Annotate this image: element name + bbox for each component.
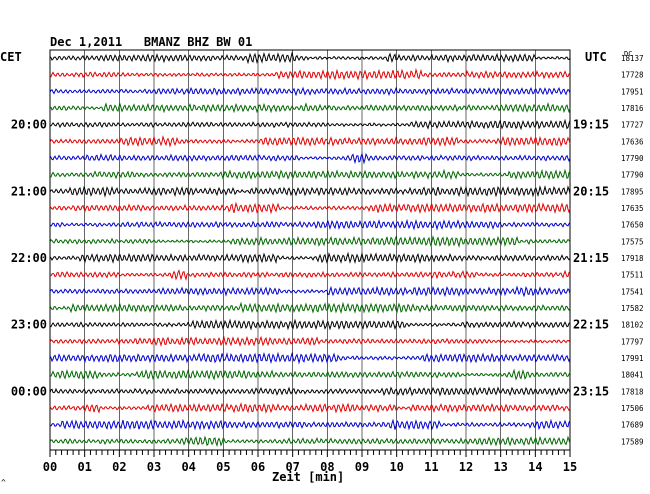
x-tick-label: 04 [181,460,195,474]
x-tick-label: 10 [389,460,403,474]
right-time-label: 19:15 [573,118,609,132]
x-tick-label: 15 [563,460,577,474]
x-tick-label: 12 [459,460,473,474]
dc-value-label: 17727 [621,121,644,130]
seismic-trace [50,269,571,282]
seismic-trace [49,318,571,331]
seismic-trace [49,386,571,397]
right-time-label: 23:15 [573,384,609,398]
left-time-label: 22:00 [11,251,47,265]
seismic-trace [49,335,571,348]
seismic-trace [49,301,571,315]
dc-value-label: 17816 [621,104,644,113]
dc-value-label: 17818 [621,387,644,396]
dc-value-label: 17790 [621,171,644,180]
chart-title: Dec 1,2011 BMANZ BHZ BW 01 [50,35,253,49]
right-time-label: 22:15 [573,318,609,332]
seismic-trace [49,368,571,381]
seismic-trace [49,152,571,165]
seismic-trace [49,418,571,431]
dc-value-label: 18137 [621,54,644,63]
dc-value-label: 18041 [621,371,644,380]
dc-value-label: 17511 [621,271,644,280]
x-tick-label: 09 [355,460,369,474]
dc-value-label: 17895 [621,187,644,196]
x-tick-label: 02 [112,460,126,474]
seismic-trace [49,251,571,265]
left-time-label: 20:00 [11,118,47,132]
right-timezone-label: UTC [585,50,607,64]
x-tick-label: 00 [43,460,57,474]
dc-value-label: 17506 [621,404,644,413]
seismic-trace [49,234,571,249]
seismic-trace [49,168,571,181]
dc-value-label: 17951 [621,87,644,96]
seismic-trace [49,402,571,414]
seismic-trace [49,118,571,131]
seismic-trace [49,102,571,114]
plot-frame [49,49,571,451]
dc-column-label: DC [624,50,633,58]
seismic-trace [49,218,571,231]
seismic-trace [49,285,571,298]
dc-value-label: 17797 [621,337,644,346]
left-time-label: 21:00 [11,184,47,198]
x-tick-label: 08 [320,460,334,474]
seismic-trace [49,51,571,65]
dc-value-label: 17918 [621,254,644,263]
corner-mark: ^ [1,478,6,487]
x-axis-label: Zeit [min] [272,470,345,484]
seismic-trace [49,351,571,365]
x-tick-label: 05 [216,460,230,474]
dc-value-label: 17991 [621,354,644,363]
seismic-trace [49,201,571,215]
dc-value-label: 17728 [621,71,644,80]
x-tick-label: 01 [77,460,91,474]
x-tick-label: 07 [285,460,299,474]
x-tick-label: 03 [147,460,161,474]
right-time-label: 20:15 [573,184,609,198]
dc-value-label: 17650 [621,221,644,230]
left-time-label: 00:00 [11,384,47,398]
seismic-trace [49,86,571,97]
left-timezone-label: CET [0,50,22,64]
dc-value-label: 17636 [621,137,644,146]
dc-value-label: 18102 [621,321,644,330]
x-tick-label: 06 [251,460,265,474]
dc-value-label: 17589 [621,437,644,446]
dc-value-label: 17635 [621,204,644,213]
seismic-trace [49,435,571,448]
dc-value-label: 17541 [621,287,644,296]
left-time-label: 23:00 [11,318,47,332]
dc-value-label: 17689 [621,421,644,430]
x-tick-label: 14 [528,460,542,474]
x-tick-label: 13 [493,460,507,474]
seismic-trace [49,184,571,198]
dc-value-label: 17575 [621,237,644,246]
dc-value-label: 17582 [621,304,644,313]
x-tick-label: 11 [424,460,438,474]
seismic-trace [49,134,571,148]
dc-value-label: 17790 [621,154,644,163]
seismic-trace [49,67,571,81]
right-time-label: 21:15 [573,251,609,265]
